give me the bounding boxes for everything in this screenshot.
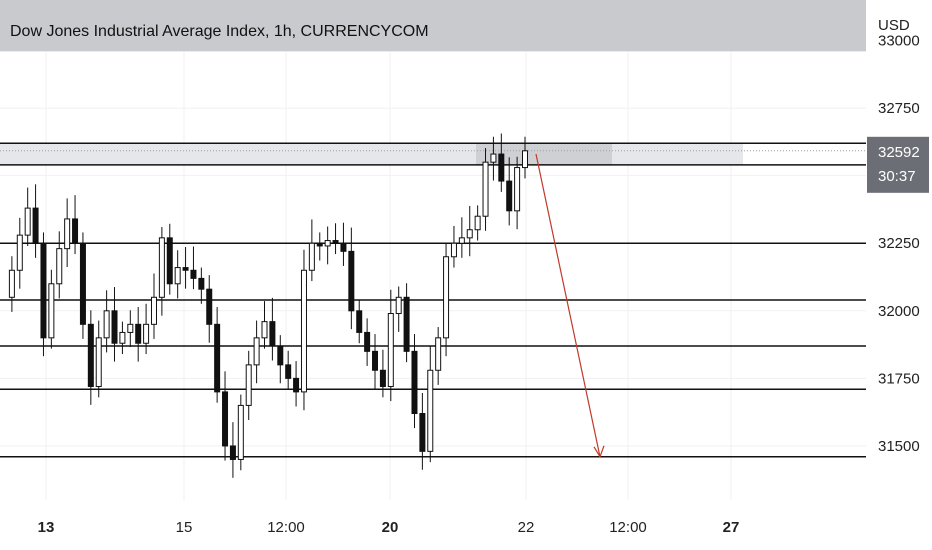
candle-body <box>522 150 528 169</box>
candle-body <box>158 237 165 298</box>
candle-body <box>395 296 402 315</box>
candle-body <box>419 413 426 452</box>
candle-body <box>127 323 134 333</box>
candle-body <box>332 240 339 244</box>
y-axis: 33000 32750 32250 32000 31750 31500 <box>878 33 920 455</box>
current-price-badge: 32592 30:37 <box>867 136 929 193</box>
candle-body <box>198 277 205 290</box>
countdown-label: 30:37 <box>878 168 916 185</box>
candle-body <box>237 404 244 460</box>
projection-arrow <box>535 153 605 459</box>
candle-body <box>435 337 442 371</box>
candle-body <box>24 207 31 236</box>
arrow-shaft <box>535 153 601 457</box>
x-tick-label: 27 <box>723 519 740 536</box>
candlestick-series <box>8 133 528 478</box>
candle-body <box>277 345 284 366</box>
candle-body <box>300 269 307 393</box>
candle-body <box>356 310 363 333</box>
y-tick-label: 31500 <box>878 438 920 455</box>
candle-body <box>245 364 252 406</box>
candle-body <box>40 242 47 339</box>
x-axis: 13 15 12:00 20 22 12:00 27 <box>38 519 740 536</box>
candle-body <box>324 240 331 247</box>
candle-body <box>150 296 157 325</box>
candle-body <box>387 313 394 387</box>
candle-body <box>8 269 15 298</box>
candle-body <box>79 242 86 325</box>
candle-body <box>379 369 386 387</box>
candle-body <box>72 218 79 244</box>
candle-body <box>285 364 292 379</box>
current-price-label: 32592 <box>878 144 920 161</box>
candle-body <box>174 267 181 285</box>
candle-body <box>143 323 150 344</box>
y-tick-label: 31750 <box>878 370 920 387</box>
shaded-zones <box>0 0 866 165</box>
chart-title: Dow Jones Industrial Average Index, 1h, … <box>10 23 429 40</box>
candle-body <box>490 153 497 163</box>
candle-body <box>190 269 197 279</box>
candle-body <box>466 229 473 239</box>
candle-body <box>206 288 213 325</box>
highlight-box <box>476 143 612 165</box>
y-tick-label: 32750 <box>878 100 920 117</box>
shaded-zone <box>0 0 866 52</box>
candle-body <box>56 248 63 285</box>
candle-body <box>32 207 39 244</box>
candle-body <box>16 234 23 271</box>
candle-body <box>498 153 505 182</box>
candle-body <box>253 337 260 366</box>
candle-body <box>214 323 221 393</box>
candle-body <box>316 242 323 247</box>
candle-body <box>364 331 371 352</box>
candle-body <box>514 167 521 212</box>
candle-body <box>403 296 410 352</box>
candle-body <box>103 310 110 339</box>
candle-body <box>135 323 142 344</box>
candle-body <box>411 350 418 415</box>
x-tick-label: 13 <box>38 519 55 536</box>
candle-body <box>95 337 102 387</box>
candle-body <box>348 250 355 312</box>
candle-body <box>48 283 55 339</box>
x-tick-label: 15 <box>176 519 193 536</box>
candle-body <box>166 237 173 285</box>
candle-body <box>182 267 189 271</box>
arrow-head <box>593 445 605 459</box>
candle-body <box>506 180 513 212</box>
candle-body <box>87 323 94 387</box>
candle-body <box>482 161 489 217</box>
candle-body <box>119 331 126 344</box>
candle-body <box>308 242 315 271</box>
shaded-zone <box>0 143 743 165</box>
candle-body <box>222 391 229 447</box>
x-tick-label: 12:00 <box>609 519 647 536</box>
candle-body <box>293 377 300 393</box>
candle-body <box>64 218 71 250</box>
x-tick-label: 22 <box>518 519 535 536</box>
candle-body <box>340 242 347 252</box>
y-tick-label: 32000 <box>878 303 920 320</box>
y-tick-label: 32250 <box>878 235 920 252</box>
candle-body <box>427 369 434 452</box>
x-tick-label: 12:00 <box>267 519 305 536</box>
candle-body <box>229 445 236 460</box>
candle-body <box>458 237 465 244</box>
candle-body <box>261 321 268 339</box>
candle-body <box>443 256 450 339</box>
currency-label: USD <box>878 17 910 34</box>
y-tick-label: 33000 <box>878 33 920 50</box>
candle-body <box>111 310 118 344</box>
support-resistance-levels <box>0 142 866 458</box>
candle-body <box>450 242 457 258</box>
candle-body <box>372 350 379 371</box>
x-tick-label: 20 <box>382 519 399 536</box>
candle-body <box>474 215 481 231</box>
candle-body <box>269 321 276 347</box>
